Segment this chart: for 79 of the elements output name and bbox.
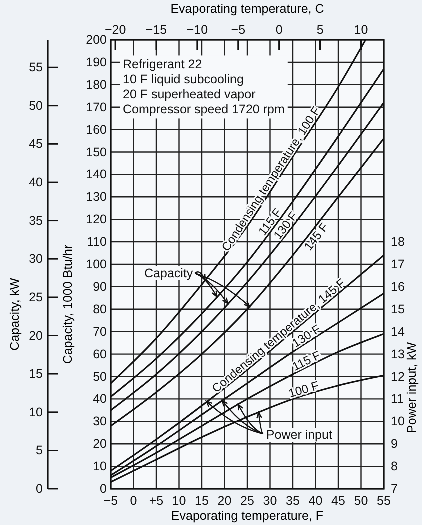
- x-tick-label: 50: [354, 494, 368, 508]
- y3-tick-label: 35: [29, 214, 44, 228]
- text: 100 F: [287, 378, 321, 401]
- x-tick-label: 30: [263, 494, 278, 508]
- y3-axis-title: Capacity, kW: [8, 278, 22, 351]
- annotation: Refrigerant 22: [123, 58, 202, 72]
- y2-tick-label: 8: [391, 460, 398, 474]
- x-tick-label: 20: [218, 494, 232, 508]
- x-tick-label: 10: [172, 494, 186, 508]
- y2-tick-label: 9: [391, 437, 398, 452]
- y-tick-label: 180: [86, 78, 108, 92]
- y3-tick-label: 25: [29, 290, 44, 304]
- text: 115 F: [290, 348, 324, 374]
- y-tick-label: 130: [86, 190, 108, 204]
- x-tick-label: 55: [377, 494, 391, 508]
- x-tick-label: +5: [149, 494, 164, 508]
- y2-tick-label: 12: [391, 370, 405, 384]
- x-tick-label: 15: [195, 494, 209, 508]
- y-tick-label: 150: [86, 145, 108, 160]
- y2-tick-label: 14: [391, 324, 405, 339]
- y3-tick-label: 50: [29, 98, 44, 113]
- y3-tick-label: 5: [36, 444, 44, 458]
- y3-tick-label: 45: [29, 137, 44, 152]
- x2-tick-label: 0: [276, 23, 283, 37]
- y-tick-label: 100: [86, 258, 108, 272]
- y-tick-label: 110: [87, 235, 108, 250]
- y2-tick-label: 13: [391, 347, 405, 362]
- y-tick-label: 70: [93, 324, 108, 339]
- y-tick-label: 40: [93, 392, 108, 406]
- x-tick-label: 0: [130, 494, 138, 508]
- x2-tick-label: −10: [186, 23, 208, 37]
- y-tick-label: 20: [93, 437, 108, 452]
- y3-tick-label: 40: [29, 176, 44, 190]
- y2-tick-label: 18: [391, 235, 405, 250]
- x-axis-title: Evaporating temperature, F: [171, 509, 324, 523]
- annotation: 10 F liquid subcooling: [123, 72, 244, 87]
- x-tick-label: 35: [286, 494, 300, 508]
- annotation: 20 F superheated vapor: [123, 88, 256, 102]
- y2-axis-title: Power input, kW: [405, 342, 419, 434]
- y-tick-label: 50: [93, 370, 108, 384]
- y-tick-label: 190: [86, 55, 108, 70]
- y-axis-title: Capacity, 1000 Btu/hr: [61, 244, 75, 364]
- annotation: Compressor speed 1720 rpm: [123, 102, 285, 117]
- y3-tick-label: 55: [29, 60, 44, 75]
- y-tick-label: 170: [86, 100, 108, 114]
- x-tick-label: 45: [332, 494, 346, 508]
- text: 145 F: [301, 220, 332, 254]
- y3-tick-label: 15: [29, 367, 44, 382]
- y2-tick-label: 7: [391, 482, 398, 496]
- x-tick-label: 25: [240, 494, 254, 508]
- x2-axis-title: Evaporating temperature, C: [170, 2, 324, 16]
- y2-tick-label: 10: [391, 414, 405, 429]
- y3-tick-label: 0: [36, 482, 44, 496]
- annotation: Power input: [266, 428, 333, 442]
- y3-tick-label: 30: [29, 252, 44, 266]
- y2-tick-label: 17: [391, 258, 405, 272]
- y2-tick-label: 11: [391, 392, 404, 406]
- y-tick-label: 80: [93, 302, 108, 316]
- x2-tick-label: −15: [146, 23, 168, 37]
- y-tick-label: 0: [100, 482, 108, 496]
- x2-tick-label: 5: [316, 23, 324, 37]
- y2-tick-label: 15: [391, 302, 405, 316]
- x-tick-label: −5: [104, 494, 118, 508]
- annotation: Capacity: [144, 266, 194, 280]
- x-tick-label: 40: [308, 494, 323, 508]
- y-tick-label: 200: [86, 33, 108, 47]
- y-tick-label: 30: [93, 414, 108, 429]
- x2-tick-label: −5: [231, 23, 246, 37]
- y3-tick-label: 20: [29, 328, 44, 343]
- y-tick-label: 90: [93, 280, 108, 294]
- y-tick-label: 10: [93, 460, 108, 474]
- y-tick-label: 60: [93, 347, 108, 362]
- y-tick-label: 160: [86, 122, 108, 137]
- y-tick-label: 120: [86, 212, 108, 227]
- y-tick-label: 140: [86, 168, 108, 182]
- x2-tick-label: −20: [104, 23, 126, 37]
- x2-tick-label: 10: [354, 23, 368, 37]
- y3-tick-label: 10: [29, 405, 44, 420]
- y2-tick-label: 16: [391, 280, 405, 294]
